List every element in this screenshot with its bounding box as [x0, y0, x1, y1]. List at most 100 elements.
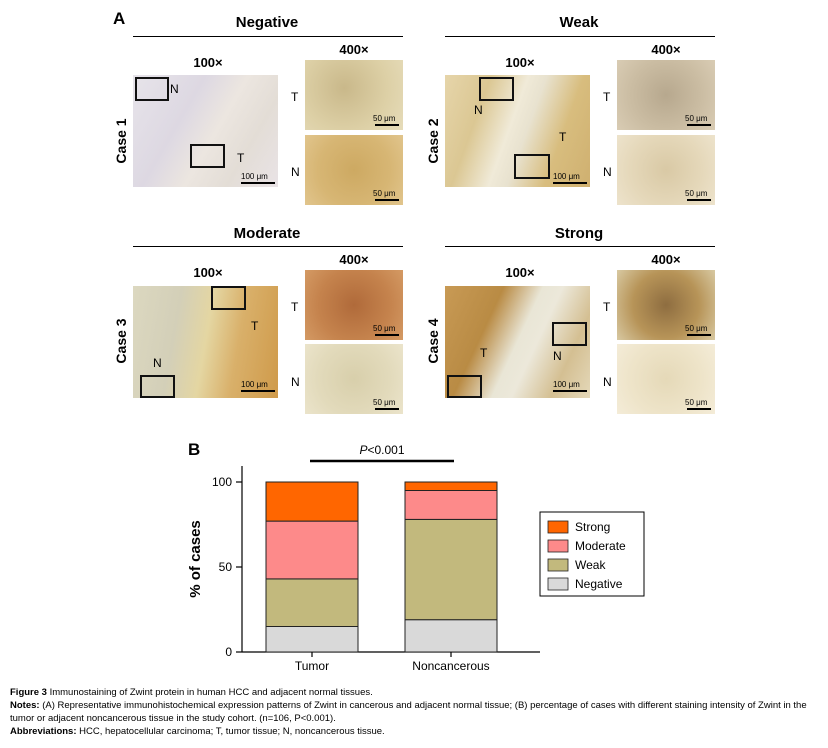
bar-segment-moderate [265, 520, 359, 580]
roi-label-n: N [153, 356, 162, 370]
bar-segment-weak [404, 518, 498, 621]
legend-swatch-negative [547, 577, 569, 591]
group-title: Moderate [233, 225, 301, 242]
roi-box-t [514, 154, 550, 179]
mag-high-label: 400× [651, 42, 681, 57]
scale-label: 100 μm [241, 380, 268, 389]
scale-label: 100 μm [553, 380, 580, 389]
figure-text: Immunostaining of Zwint protein in human… [46, 687, 373, 698]
legend-label-strong: Strong [575, 520, 610, 534]
label-n: N [603, 165, 612, 179]
legend-swatch-moderate [547, 539, 569, 553]
micrograph-400x-noncancerous: 50 μm [305, 344, 403, 414]
scale-bar [241, 390, 275, 392]
roi-label-n: N [553, 349, 562, 363]
roi-label-t: T [237, 151, 245, 165]
group-title: Weak [559, 14, 599, 31]
bar-segment-strong [404, 481, 498, 491]
bar-segment-moderate [404, 490, 498, 520]
roi-label-n: N [474, 103, 483, 117]
y-ticks: 0 50 100 [212, 475, 242, 659]
roi-label-t: T [559, 130, 567, 144]
label-t: T [603, 300, 611, 314]
significance-label: P<0.001 [359, 443, 404, 457]
panel-a-letter: A [113, 9, 126, 28]
mag-high-label: 400× [339, 252, 369, 267]
legend-swatch-strong [547, 520, 569, 534]
roi-box-t [447, 375, 482, 398]
group-rule [445, 36, 715, 37]
case-label: Case 1 [113, 118, 129, 164]
bar-segment-weak [265, 578, 359, 627]
caption-title-line: Figure 3 Immunostaining of Zwint protein… [10, 686, 820, 699]
notes-label: Notes: [10, 700, 40, 711]
roi-box-n [552, 322, 587, 346]
bar-segment-negative [404, 619, 498, 653]
legend: Strong Moderate Weak Negative [547, 520, 626, 591]
group-rule [445, 246, 715, 247]
micrograph-100x: N T 100 μm [133, 75, 278, 187]
mag-high-label: 400× [651, 252, 681, 267]
mag-low-label: 100× [193, 265, 223, 280]
micrograph-100x: N T 100 μm [445, 286, 590, 398]
scale-bar [375, 199, 399, 201]
scale-label: 100 μm [241, 172, 268, 181]
roi-label-n: N [170, 82, 179, 96]
micrograph-400x-tumor: 50 μm [617, 60, 715, 130]
label-n: N [291, 375, 300, 389]
x-category-labels: Tumor Noncancerous [295, 652, 490, 673]
abbrev-text: HCC, hepatocellular carcinoma; T, tumor … [76, 726, 385, 737]
scale-label: 50 μm [685, 189, 708, 198]
label-t: T [603, 90, 611, 104]
micrograph-100x: N T 100 μm [445, 75, 590, 187]
y-tick-label: 0 [225, 645, 232, 659]
y-axis-label: % of cases [187, 520, 204, 598]
scale-bar [241, 182, 275, 184]
bar-segment-negative [265, 626, 359, 653]
scale-label: 50 μm [373, 189, 396, 198]
roi-box-t [190, 144, 225, 168]
mag-low-label: 100× [505, 265, 535, 280]
x-category-label: Tumor [295, 659, 329, 673]
micrograph-400x-tumor: 50 μm [305, 60, 403, 130]
panel-b-letter: B [188, 440, 201, 459]
stacked-bar-chart: P<0.001 0 50 100 Tumor Noncancerous % of ca… [187, 443, 645, 673]
roi-label-t: T [251, 319, 259, 333]
scale-label: 50 μm [373, 114, 396, 123]
mag-low-label: 100× [193, 55, 223, 70]
figure-caption: Figure 3 Immunostaining of Zwint protein… [10, 686, 820, 738]
label-t: T [291, 90, 299, 104]
scale-bar [553, 182, 587, 184]
scale-label: 50 μm [373, 324, 396, 333]
scale-bar [687, 408, 711, 410]
caption-notes: Notes: (A) Representative immunohistoche… [10, 699, 820, 725]
micrograph-400x-noncancerous: 50 μm [305, 135, 403, 205]
scale-bar [687, 199, 711, 201]
micrograph-400x-tumor: 50 μm [305, 270, 403, 340]
legend-label-negative: Negative [575, 577, 623, 591]
label-n: N [291, 165, 300, 179]
roi-box-t [211, 286, 246, 310]
bar-segment-strong [265, 481, 359, 522]
legend-label-weak: Weak [575, 558, 606, 572]
x-category-label: Noncancerous [412, 659, 489, 673]
abbrev-label: Abbreviations: [10, 726, 77, 737]
group-title: Negative [235, 14, 299, 31]
micrograph-400x-noncancerous: 50 μm [617, 135, 715, 205]
case-label: Case 2 [425, 118, 441, 164]
label-t: T [291, 300, 299, 314]
scale-bar [375, 334, 399, 336]
scale-label: 100 μm [553, 172, 580, 181]
scale-label: 50 μm [685, 114, 708, 123]
group-rule [133, 36, 403, 37]
scale-bar [687, 124, 711, 126]
roi-box-n [135, 77, 169, 101]
scale-label: 50 μm [373, 398, 396, 407]
mag-low-label: 100× [505, 55, 535, 70]
y-tick-label: 100 [212, 475, 232, 489]
legend-swatch-weak [547, 558, 569, 572]
figure-label: Figure 3 [10, 687, 47, 698]
scale-bar [375, 408, 399, 410]
group-rule [133, 246, 403, 247]
micrograph-400x-noncancerous: 50 μm [617, 344, 715, 414]
